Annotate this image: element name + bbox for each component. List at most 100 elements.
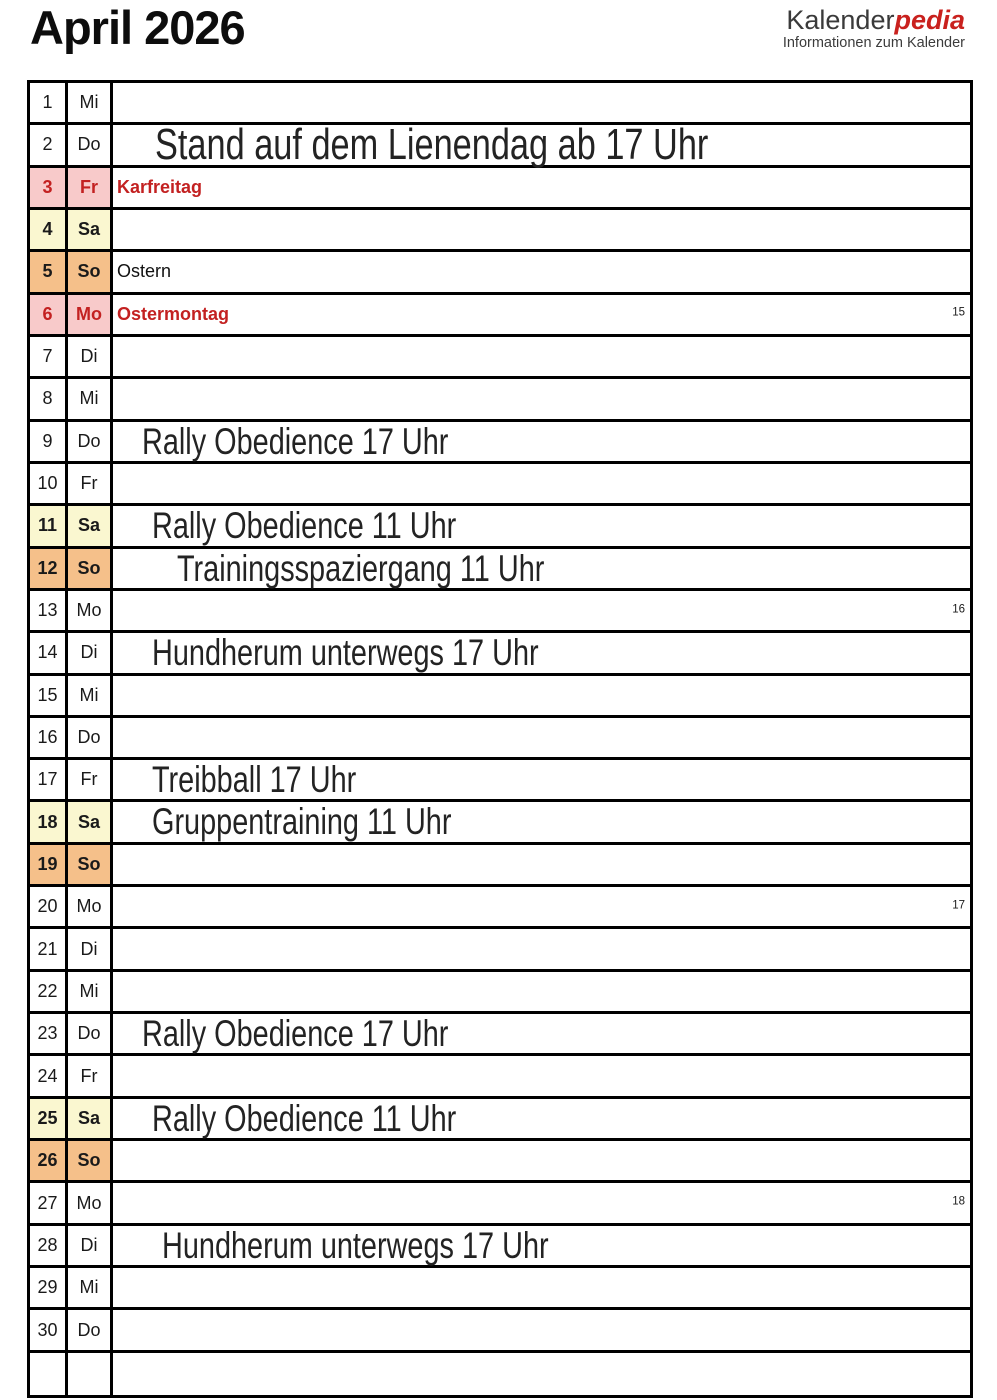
weekday-label: Sa [68,1098,113,1139]
event-cell [113,463,970,504]
day-number: 12 [30,548,68,588]
calendar-row: 16 Do [30,717,970,761]
weekday-label: Do [68,125,113,165]
calendar-row: 19 So [30,844,970,888]
weekday-label: So [68,844,113,885]
day-number: 16 [30,717,68,758]
event-text: Gruppentraining 11 Uhr [152,801,452,843]
calendar-row: 29 Mi [30,1268,970,1311]
day-number: 5 [30,252,68,292]
event-cell [113,1310,970,1350]
page-title: April 2026 [30,1,246,54]
week-number: 15 [952,306,965,319]
event-text: Ostermontag [117,303,230,324]
day-number: 2 [30,125,68,165]
week-number: 17 [952,899,965,912]
event-cell: 18 [113,1183,970,1223]
weekday-label: Sa [68,802,113,842]
calendar-row: 24 Fr [30,1056,970,1099]
calendar-row: 18 Sa Gruppentraining 11 Uhr [30,801,970,845]
weekday-label: So [68,548,113,588]
weekday-label: Fr [68,463,113,504]
event-text: Treibball 17 Uhr [152,759,357,801]
day-number: 3 [30,167,68,207]
calendar-row: 10 Fr [30,463,970,507]
event-text: Hundherum unterwegs 17 Uhr [162,1224,549,1266]
calendar-table: 1 Mi 2 Do Stand auf dem Lienendag ab 17 Uhr 3… [27,80,973,1398]
weekday-label: Di [68,633,113,673]
event-text: Rally Obedience 11 Uhr [152,1097,457,1139]
logo-brand-part2: pedia [894,5,965,35]
day-number: 1 [30,83,68,123]
weekday-label: Mi [68,675,113,715]
weekday-label: Mo [68,887,113,927]
day-number: 19 [30,844,68,885]
day-number: 28 [30,1225,68,1266]
calendar-row: 11 Sa Rally Obedience 11 Uhr [30,506,970,549]
day-number: 8 [30,379,68,419]
calendar-row: 8 Mi [30,379,970,422]
calendar-row: 28 Di Hundherum unterwegs 17 Uhr [30,1224,970,1269]
day-number: 9 [30,421,68,461]
calendar-row [30,1352,970,1395]
event-cell [113,675,970,715]
calendar-row: 12 So Trainingsspaziergang 11 Uhr [30,548,970,591]
weekday-label: Do [68,717,113,758]
event-cell [113,209,970,250]
event-cell [113,336,970,377]
event-cell: Stand auf dem Lienendag ab 17 Uhr [113,120,970,170]
weekday-label: Mi [68,83,113,123]
event-text: Rally Obedience 17 Uhr [142,1013,449,1055]
day-number: 10 [30,463,68,504]
day-number: 18 [30,802,68,842]
day-number: 14 [30,633,68,673]
event-text: Hundherum unterwegs 17 Uhr [152,632,539,674]
weekday-label: Mi [68,971,113,1012]
day-number: 27 [30,1183,68,1223]
day-number: 7 [30,336,68,377]
calendar-row: 23 Do Rally Obedience 17 Uhr [30,1013,970,1057]
event-cell: Hundherum unterwegs 17 Uhr [113,632,970,674]
event-cell: Ostern [113,252,970,292]
logo-subtitle: Informationen zum Kalender [782,35,965,52]
calendar-row: 25 Sa Rally Obedience 11 Uhr [30,1097,970,1142]
kalenderpedia-logo: Kalenderpedia Informationen zum Kalender [783,6,965,52]
day-number: 24 [30,1056,68,1096]
event-text: Rally Obedience 17 Uhr [142,420,449,462]
day-number: 26 [30,1141,68,1181]
day-number: 21 [30,929,68,969]
event-cell: Ostermontag 15 [113,294,970,334]
event-cell [113,1352,970,1395]
weekday-label: Mi [68,1268,113,1308]
weekday-label: Mo [68,590,113,631]
weekday-label [68,1352,113,1395]
calendar-row: 27 Mo 18 [30,1183,970,1226]
weekday-label: Do [68,1014,113,1054]
weekday-label: Fr [68,760,113,800]
weekday-label: So [68,1141,113,1181]
event-cell [113,1141,970,1181]
day-number: 23 [30,1014,68,1054]
event-cell: Karfreitag [113,167,970,207]
logo-brand-part1: Kalender [786,5,895,35]
event-text: Stand auf dem Lienendag ab 17 Uhr [155,120,709,170]
day-number: 15 [30,675,68,715]
calendar-row: 14 Di Hundherum unterwegs 17 Uhr [30,632,970,676]
event-cell [113,1268,970,1308]
weekday-label: Do [68,1310,113,1350]
calendar-row: 7 Di [30,336,970,380]
calendar-row: 26 So [30,1141,970,1184]
event-cell: Rally Obedience 11 Uhr [113,506,970,546]
event-cell: Trainingsspaziergang 11 Uhr [113,548,970,588]
weekday-label: Sa [68,209,113,250]
weekday-label: Fr [68,1056,113,1096]
event-cell: Rally Obedience 17 Uhr [113,1013,970,1055]
logo-brand: Kalenderpedia [783,6,965,34]
weekday-label: Di [68,1225,113,1266]
event-cell [113,844,970,885]
event-text: Karfreitag [117,176,203,197]
calendar-row: 5 So Ostern [30,252,970,295]
day-number: 6 [30,294,68,334]
calendar-row: 17 Fr Treibball 17 Uhr [30,759,970,803]
weekday-label: Mi [68,379,113,419]
